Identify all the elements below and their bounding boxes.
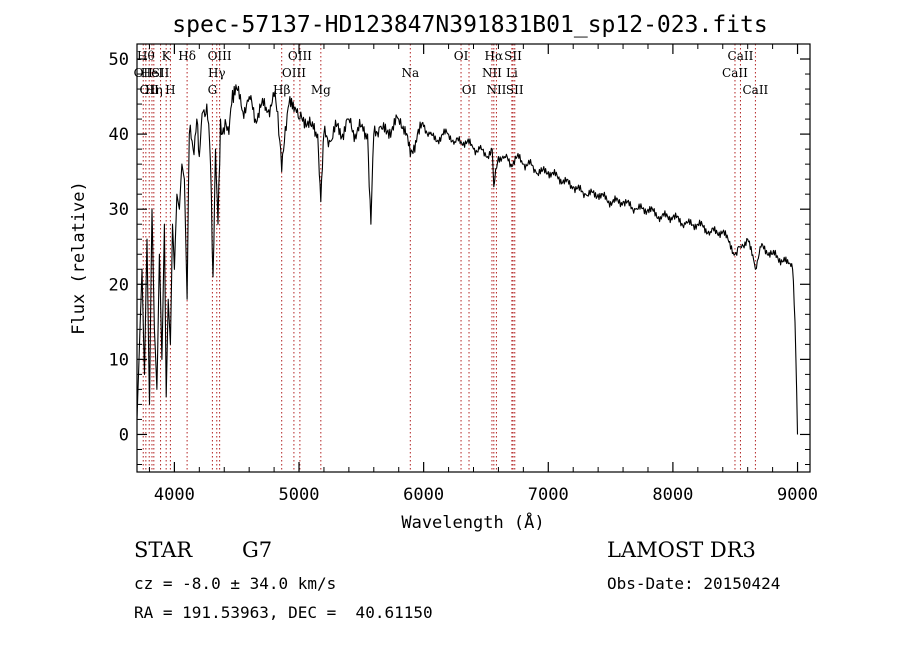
y-tick-label: 50 xyxy=(109,50,129,70)
x-tick-label: 9000 xyxy=(777,485,818,505)
line-label: H xyxy=(165,83,175,97)
y-tick-label: 10 xyxy=(109,350,129,370)
line-label: CaII xyxy=(722,66,748,80)
line-label: Hη xyxy=(145,83,163,97)
coordinates: RA = 191.53963, DEC = 40.61150 xyxy=(134,603,433,622)
observation-date: Obs-Date: 20150424 xyxy=(607,574,781,593)
line-label: NII xyxy=(486,83,506,97)
line-label: CaII xyxy=(742,83,768,97)
line-label: CaII xyxy=(728,49,754,63)
x-axis-label: Wavelength (Å) xyxy=(401,511,544,533)
spectral-subclass: G7 xyxy=(242,538,273,562)
line-label: Mg xyxy=(311,83,331,97)
line-label: Hδ xyxy=(178,49,196,63)
x-tick-label: 6000 xyxy=(403,485,444,505)
line-label: Hβ xyxy=(273,83,290,97)
line-label: OII xyxy=(134,66,154,80)
y-axis-label: Flux (relative) xyxy=(69,181,89,335)
line-label: G xyxy=(208,83,218,97)
line-label: Na xyxy=(401,66,419,80)
x-tick-label: 7000 xyxy=(528,485,569,505)
emission-line-markers xyxy=(142,44,756,472)
x-tick-label: 5000 xyxy=(279,485,320,505)
x-tick-label: 4000 xyxy=(154,485,195,505)
y-tick-label: 40 xyxy=(109,125,129,145)
y-tick-label: 20 xyxy=(109,275,129,295)
line-label: OII xyxy=(140,83,160,97)
line-label: Hγ xyxy=(208,66,226,80)
object-class: STAR xyxy=(134,538,193,562)
line-labels: OIIHθOIIHeIHηSIIKHHδGHγOIIIHβOIIIOIIIMgN… xyxy=(134,49,769,97)
line-label: OIII xyxy=(288,49,312,63)
redshift-value: cz = -8.0 ± 34.0 km/s xyxy=(134,574,337,593)
line-label: Hθ xyxy=(137,49,155,63)
line-label: Li xyxy=(506,66,518,80)
line-label: SII xyxy=(504,49,522,63)
line-label: Hα xyxy=(485,49,504,63)
chart-title: spec-57137-HD123847N391831B01_sp12-023.f… xyxy=(172,12,767,38)
y-tick-label: 30 xyxy=(109,200,129,220)
line-label: SII xyxy=(506,83,524,97)
line-label: OI xyxy=(454,49,469,63)
spectrum-line xyxy=(136,84,799,435)
line-label: OI xyxy=(462,83,477,97)
line-label: SII xyxy=(152,66,170,80)
y-tick-label: 0 xyxy=(119,425,129,445)
plot-frame xyxy=(136,43,811,473)
line-label: HeI xyxy=(141,66,164,80)
line-label: OIII xyxy=(208,49,232,63)
line-label: OIII xyxy=(282,66,306,80)
x-tick-label: 8000 xyxy=(652,485,693,505)
survey-name: LAMOST DR3 xyxy=(607,538,756,562)
line-label: NII xyxy=(482,66,502,80)
line-label: K xyxy=(162,49,172,63)
axis-ticks: 4000 5000 6000 7000 8000 9000 0 10 20 30 40 50 xyxy=(109,43,818,505)
